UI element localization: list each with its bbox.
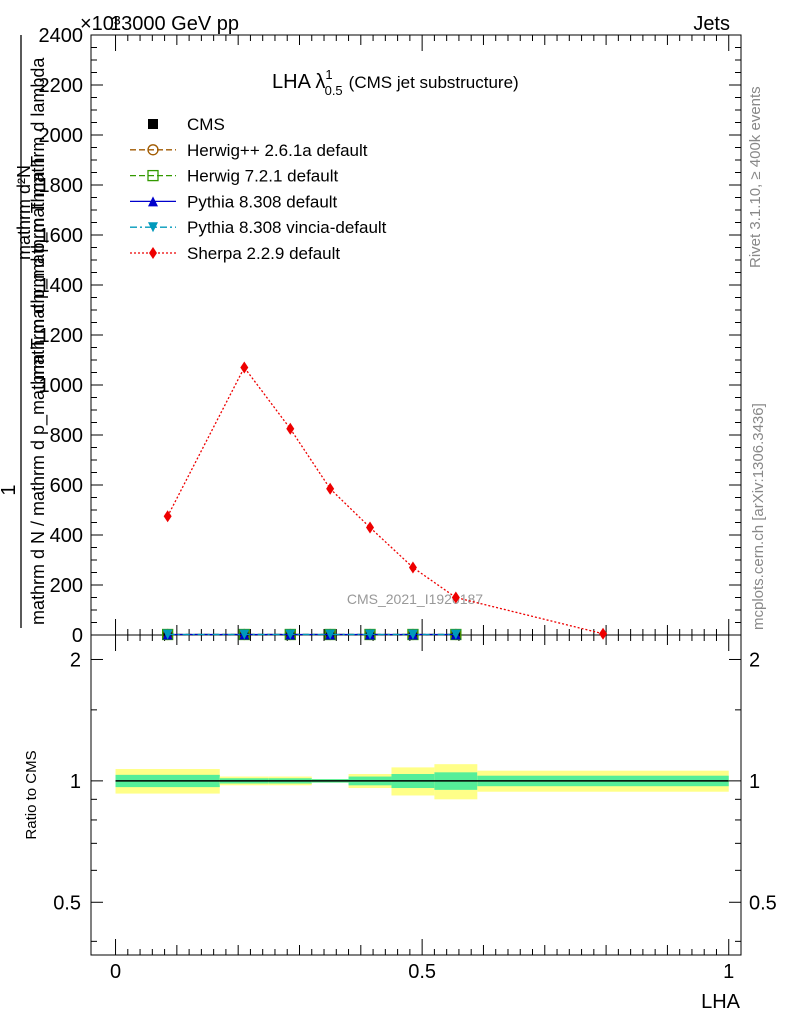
legend-entry-pythia: Pythia 8.308 default [130,192,338,211]
data-point-vincia [325,629,336,640]
ratio-y-tick-label: 0.5 [53,892,81,914]
ratio-y-tick-label: 2 [70,649,81,671]
y-tick-label: 1400 [39,275,84,297]
legend-marker [148,119,158,129]
legend-label: CMS [187,115,225,134]
y-tick-label: 1600 [39,225,84,247]
y-axis-title-top: 1 [0,484,20,495]
y-axis-title-numerator: mathrm d²N [14,165,34,260]
ratio-y-tick-label-right: 2 [749,649,760,671]
data-point-vincia [239,629,250,640]
data-point-vincia [450,629,461,640]
plot-title-main: LHA λ [272,71,325,93]
data-point-sherpa [163,510,172,523]
plot-title: LHA λ1 0.5 (CMS jet substructure) [272,67,519,98]
legend-entry-vincia: Pythia 8.308 vincia-default [130,218,387,237]
legend-label: Pythia 8.308 vincia-default [187,218,387,237]
y-tick-label: 400 [50,525,83,547]
y-tick-label: 200 [50,575,83,597]
ratio-y-axis-title: Ratio to CMS [23,750,40,839]
series-sherpa [163,361,608,640]
ratio-uncertainty-bands [115,764,729,800]
y-tick-label: 1800 [39,175,84,197]
data-series [162,361,608,641]
x-tick-label: 1 [723,961,734,983]
data-point-sherpa [451,591,460,604]
data-point-sherpa [286,422,295,435]
y-tick-label: 2400 [39,25,84,47]
y-tick-label: 2200 [39,75,84,97]
plot-title-super: 1 [325,67,332,82]
y-tick-label: 2000 [39,125,84,147]
legend-marker [147,169,159,182]
y-axis-title-denominator: mathrm d p_mathrm T mathrm d lambda [28,57,49,380]
y-tick-label: 1200 [39,325,84,347]
axis-ticks: 0200400600800100012001400160018002000220… [39,25,777,983]
x-tick-label: 0.5 [408,961,436,983]
plot-title-suffix: (CMS jet substructure) [349,73,519,92]
mcplots-label: mcplots.cern.ch [arXiv:1306.3436] [750,403,767,630]
legend-entry-herwigpp: Herwig++ 2.6.1a default [130,141,368,160]
legend-entry-cms: CMS [148,115,225,134]
y-tick-label: 1000 [39,375,84,397]
legend-label: Herwig 7.2.1 default [187,167,338,186]
plot-title-sub: 0.5 [325,83,343,98]
ratio-y-tick-label-right: 1 [749,771,760,793]
legend-label: Pythia 8.308 default [187,192,338,211]
y-exponent-label: ×10³ [80,13,121,35]
analysis-watermark: CMS_2021_I1920187 [347,591,483,607]
series-line-sherpa [167,366,604,635]
data-point-sherpa [366,521,375,534]
y-axis-title-bottom: mathrm d N / mathrm d p_mathrm T mathrm … [28,156,49,625]
legend-marker [149,247,157,259]
legend-entry-sherpa: Sherpa 2.2.9 default [130,244,340,263]
data-point-sherpa [408,561,417,574]
data-point-sherpa [599,627,608,640]
rivet-label: Rivet 3.1.10, ≥ 400k events [747,86,764,268]
legend-entry-herwig7: Herwig 7.2.1 default [130,167,338,186]
legend-marker [147,144,159,156]
x-tick-label: 0 [110,961,121,983]
data-point-vincia [162,629,173,640]
data-point-vincia [285,629,296,640]
data-point-sherpa [240,361,249,374]
data-point-vincia [407,629,418,640]
x-axis-title: LHA [701,991,741,1013]
ratio-y-tick-label: 1 [70,771,81,793]
series-vincia [162,629,461,640]
legend-label: Herwig++ 2.6.1a default [187,141,368,160]
energy-label: 13000 GeV pp [110,13,239,35]
legend-marker [148,196,158,207]
y-tick-label: 600 [50,475,83,497]
legend: CMS Herwig++ 2.6.1a default Herwig 7.2.1 d… [130,115,387,263]
process-label: Jets [693,13,730,35]
data-point-vincia [365,629,376,640]
y-tick-label: 0 [72,625,83,647]
legend-label: Sherpa 2.2.9 default [187,244,340,263]
y-axis-title: 1 mathrm d N / mathrm d p_mathrm T mathr… [0,35,49,628]
ratio-y-tick-label-right: 0.5 [749,892,777,914]
legend-marker [148,222,158,233]
y-tick-label: 800 [50,425,83,447]
data-point-sherpa [326,482,335,495]
